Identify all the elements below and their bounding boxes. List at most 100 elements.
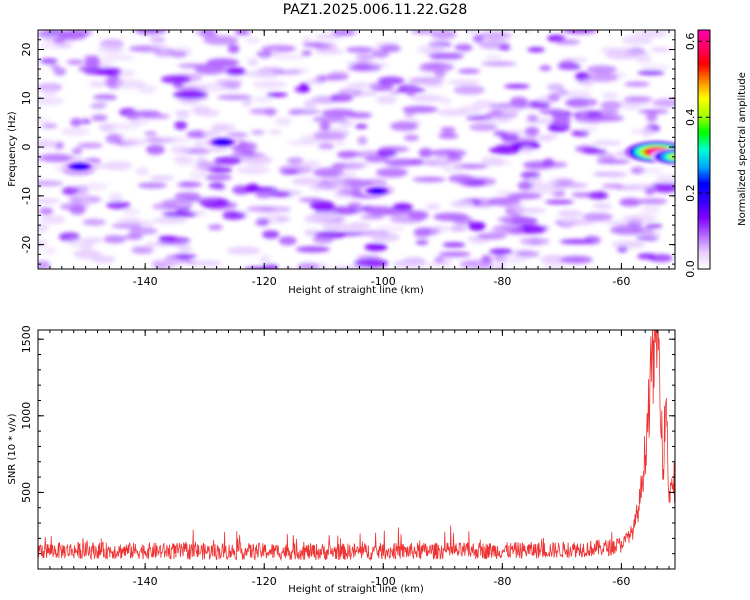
- heatmap-cell: [438, 251, 472, 257]
- heatmap-cell: [557, 89, 569, 96]
- heatmap-cell: [654, 254, 668, 261]
- heatmap-peak: [667, 153, 675, 160]
- heatmap-cell: [236, 165, 271, 175]
- heatmap-cell: [599, 47, 633, 53]
- heatmap-cell: [179, 181, 203, 188]
- heatmap-cell: [552, 116, 571, 126]
- heatmap-peak: [371, 188, 384, 194]
- heatmap-cell: [49, 64, 61, 70]
- heatmap-cell: [177, 63, 214, 69]
- heatmap-cell: [650, 47, 671, 53]
- heatmap-cell: [652, 98, 675, 108]
- heatmap-cell: [539, 108, 564, 115]
- heatmap-cell: [522, 30, 535, 33]
- heatmap-cell: [108, 122, 141, 130]
- heatmap-cell: [509, 226, 524, 235]
- heatmap-cell: [449, 225, 468, 232]
- heatmap-cell: [271, 70, 302, 75]
- heatmap-cell: [418, 148, 434, 158]
- heatmap-cell: [559, 255, 593, 264]
- snr-ytick-label: 500: [20, 482, 33, 503]
- spectrogram-xtick-label: -80: [493, 275, 511, 288]
- heatmap-cell: [152, 202, 180, 210]
- heatmap-cell: [524, 126, 540, 137]
- heatmap-cell: [226, 131, 249, 139]
- heatmap-cell: [472, 99, 496, 110]
- heatmap-cell: [84, 57, 101, 68]
- heatmap-cell: [255, 218, 270, 226]
- heatmap-cell: [192, 164, 206, 170]
- heatmap-cell: [38, 139, 58, 149]
- heatmap-cell: [601, 92, 619, 99]
- heatmap-cell: [507, 192, 543, 200]
- heatmap-cell: [174, 253, 197, 259]
- heatmap-cell: [527, 114, 538, 122]
- heatmap-cell: [159, 136, 194, 143]
- heatmap-cell: [173, 90, 209, 100]
- heatmap-cell: [338, 87, 363, 98]
- snr-xtick-label: -140: [133, 575, 158, 588]
- snr-ytick-label: 1500: [20, 325, 33, 353]
- heatmap-cell: [38, 260, 51, 269]
- heatmap-cell: [52, 36, 66, 44]
- heatmap-cell: [103, 235, 127, 244]
- heatmap-cell: [204, 174, 233, 181]
- heatmap-cell: [575, 145, 599, 153]
- heatmap-cell: [515, 224, 548, 234]
- heatmap-cell: [537, 134, 553, 142]
- heatmap-cell: [278, 236, 297, 246]
- heatmap-cell: [272, 54, 307, 60]
- heatmap-cell: [321, 108, 356, 118]
- heatmap-cell: [150, 42, 169, 50]
- heatmap-cell: [539, 65, 552, 71]
- heatmap-cell: [81, 199, 93, 207]
- heatmap-cell: [103, 161, 133, 171]
- heatmap-cell: [515, 207, 546, 214]
- heatmap-cell: [268, 129, 282, 135]
- heatmap-cell: [288, 110, 301, 116]
- heatmap-cell: [434, 70, 446, 78]
- heatmap-cell: [66, 59, 85, 65]
- snr-xtick-label: -60: [612, 575, 630, 588]
- heatmap-cell: [503, 106, 521, 114]
- heatmap-cell: [344, 161, 372, 168]
- heatmap-cell: [642, 127, 653, 137]
- heatmap-cell: [42, 87, 57, 96]
- heatmap-cell: [39, 58, 58, 64]
- heatmap-cell: [170, 145, 190, 155]
- heatmap-cell: [621, 35, 653, 46]
- heatmap-cell: [115, 79, 146, 89]
- heatmap-cell: [259, 254, 271, 264]
- heatmap-cell: [38, 96, 64, 106]
- heatmap-cell: [297, 262, 319, 269]
- heatmap-cell: [144, 131, 158, 136]
- heatmap-cell: [557, 209, 583, 218]
- heatmap-cell: [226, 246, 261, 255]
- heatmap-cell: [644, 223, 663, 230]
- spectrogram-xtick-label: -140: [133, 275, 158, 288]
- heatmap-cell: [189, 171, 206, 180]
- heatmap-cell: [442, 242, 466, 248]
- heatmap-cell: [616, 246, 628, 253]
- heatmap-cell: [577, 109, 588, 117]
- heatmap-cell: [274, 117, 292, 127]
- colorbar-tick-label: 0.2: [684, 184, 697, 202]
- heatmap-cell: [547, 83, 564, 92]
- heatmap-cell: [413, 231, 431, 238]
- figure-title: PAZ1.2025.006.11.22.G28: [283, 2, 468, 18]
- heatmap-cell: [178, 246, 193, 252]
- heatmap-cell: [490, 108, 503, 116]
- heatmap-cell: [331, 30, 356, 36]
- heatmap-cell: [376, 95, 397, 105]
- heatmap-cell: [73, 185, 89, 194]
- heatmap-cell: [194, 140, 206, 148]
- snr-xtick-label: -80: [493, 575, 511, 588]
- heatmap-cell: [334, 138, 346, 147]
- heatmap-cell: [496, 143, 524, 150]
- heatmap-cell: [459, 259, 494, 269]
- heatmap-cell: [42, 123, 58, 129]
- heatmap-cell: [84, 68, 115, 76]
- heatmap-cell: [243, 187, 279, 192]
- heatmap-cell: [176, 158, 195, 167]
